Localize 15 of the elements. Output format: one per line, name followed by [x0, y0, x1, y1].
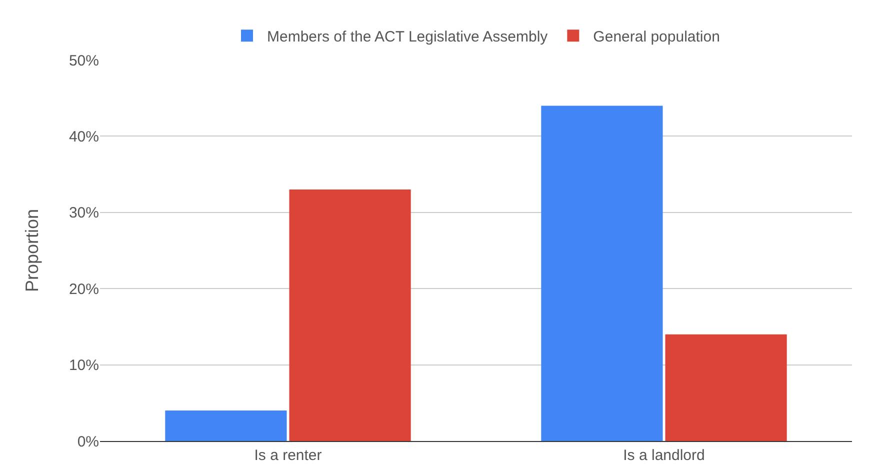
- y-tick-label: 30%: [68, 204, 99, 222]
- x-tick-label: Is a renter: [254, 447, 322, 464]
- bar: [541, 106, 663, 441]
- bar: [289, 190, 411, 441]
- y-tick-label: 10%: [68, 357, 99, 374]
- y-tick-label: 40%: [68, 128, 99, 146]
- bar: [165, 410, 287, 441]
- y-tick-label: 20%: [68, 280, 99, 298]
- x-tick-label: Is a landlord: [623, 447, 705, 464]
- y-axis-title: Proportion: [22, 208, 42, 292]
- legend-label: Members of the ACT Legislative Assembly: [267, 28, 548, 46]
- bar: [665, 334, 787, 441]
- y-tick-label: 50%: [68, 52, 99, 70]
- y-tick-label: 0%: [77, 433, 99, 450]
- legend-label: General population: [593, 28, 720, 46]
